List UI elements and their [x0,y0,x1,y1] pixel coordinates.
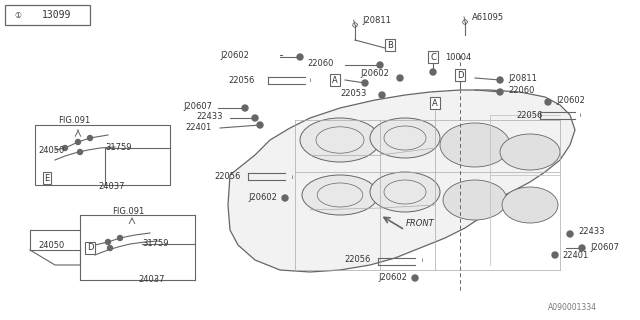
Circle shape [567,231,573,237]
Text: J20602: J20602 [556,95,585,105]
Circle shape [397,75,403,81]
Text: A: A [432,99,438,108]
Text: FRONT: FRONT [406,220,435,228]
Text: i: i [579,113,580,117]
Circle shape [63,146,67,150]
Text: 22056: 22056 [228,76,254,84]
Text: 24037: 24037 [98,181,125,190]
Text: ①: ① [15,11,21,20]
Text: J20607: J20607 [183,101,212,110]
Ellipse shape [500,134,560,170]
Circle shape [545,99,551,105]
Circle shape [77,149,83,155]
Text: J20811: J20811 [508,74,537,83]
Text: i: i [421,259,423,263]
Circle shape [118,236,122,241]
Bar [35,125,170,185]
Text: J20607: J20607 [590,244,619,252]
Ellipse shape [370,172,440,212]
Text: 22053: 22053 [340,89,366,98]
Circle shape [76,140,81,145]
Circle shape [579,245,585,251]
Text: C: C [430,52,436,61]
Text: 22433: 22433 [196,111,223,121]
Ellipse shape [502,187,558,223]
Text: 24050: 24050 [38,241,64,250]
Text: 22056: 22056 [344,255,371,265]
Text: i: i [291,174,292,180]
Text: J20602: J20602 [220,51,249,60]
Text: 22060: 22060 [307,59,333,68]
Circle shape [257,122,263,128]
Text: 10004: 10004 [445,52,471,61]
Ellipse shape [370,118,440,158]
Text: J20602: J20602 [360,68,389,77]
Text: 22060: 22060 [508,85,534,94]
Polygon shape [228,90,575,272]
Circle shape [362,80,368,86]
Text: FIG.091: FIG.091 [58,116,90,124]
Text: 31759: 31759 [142,238,168,247]
Text: D: D [87,244,93,252]
Text: A: A [332,76,338,84]
Text: B: B [387,41,393,50]
Circle shape [412,275,418,281]
Text: 24037: 24037 [138,276,164,284]
Text: 13099: 13099 [42,10,72,20]
Text: 24050: 24050 [38,146,64,155]
Circle shape [430,69,436,75]
Text: FIG.091: FIG.091 [112,206,144,215]
Text: D: D [457,70,463,79]
Text: J20602: J20602 [378,274,407,283]
Text: i: i [309,77,311,83]
Text: 22401: 22401 [185,123,211,132]
Text: A61095: A61095 [472,12,504,21]
Text: 22433: 22433 [578,228,605,236]
Text: J20602: J20602 [248,194,277,203]
Ellipse shape [302,175,378,215]
Text: A090001334: A090001334 [548,303,597,313]
Text: 22056: 22056 [214,172,241,180]
Text: 22056: 22056 [516,110,542,119]
Circle shape [497,89,503,95]
Circle shape [377,62,383,68]
Ellipse shape [443,180,507,220]
Ellipse shape [440,123,510,167]
Bar [5,5,90,25]
Text: 31759: 31759 [105,142,131,151]
Circle shape [282,195,288,201]
Text: J20811: J20811 [362,15,391,25]
Circle shape [242,105,248,111]
Circle shape [106,239,111,244]
Circle shape [108,245,113,251]
Text: 22401: 22401 [562,251,588,260]
Circle shape [497,77,503,83]
Circle shape [252,115,258,121]
Text: E: E [44,173,50,182]
Circle shape [88,135,93,140]
Ellipse shape [300,118,380,162]
Circle shape [297,54,303,60]
Circle shape [552,252,558,258]
Circle shape [379,92,385,98]
